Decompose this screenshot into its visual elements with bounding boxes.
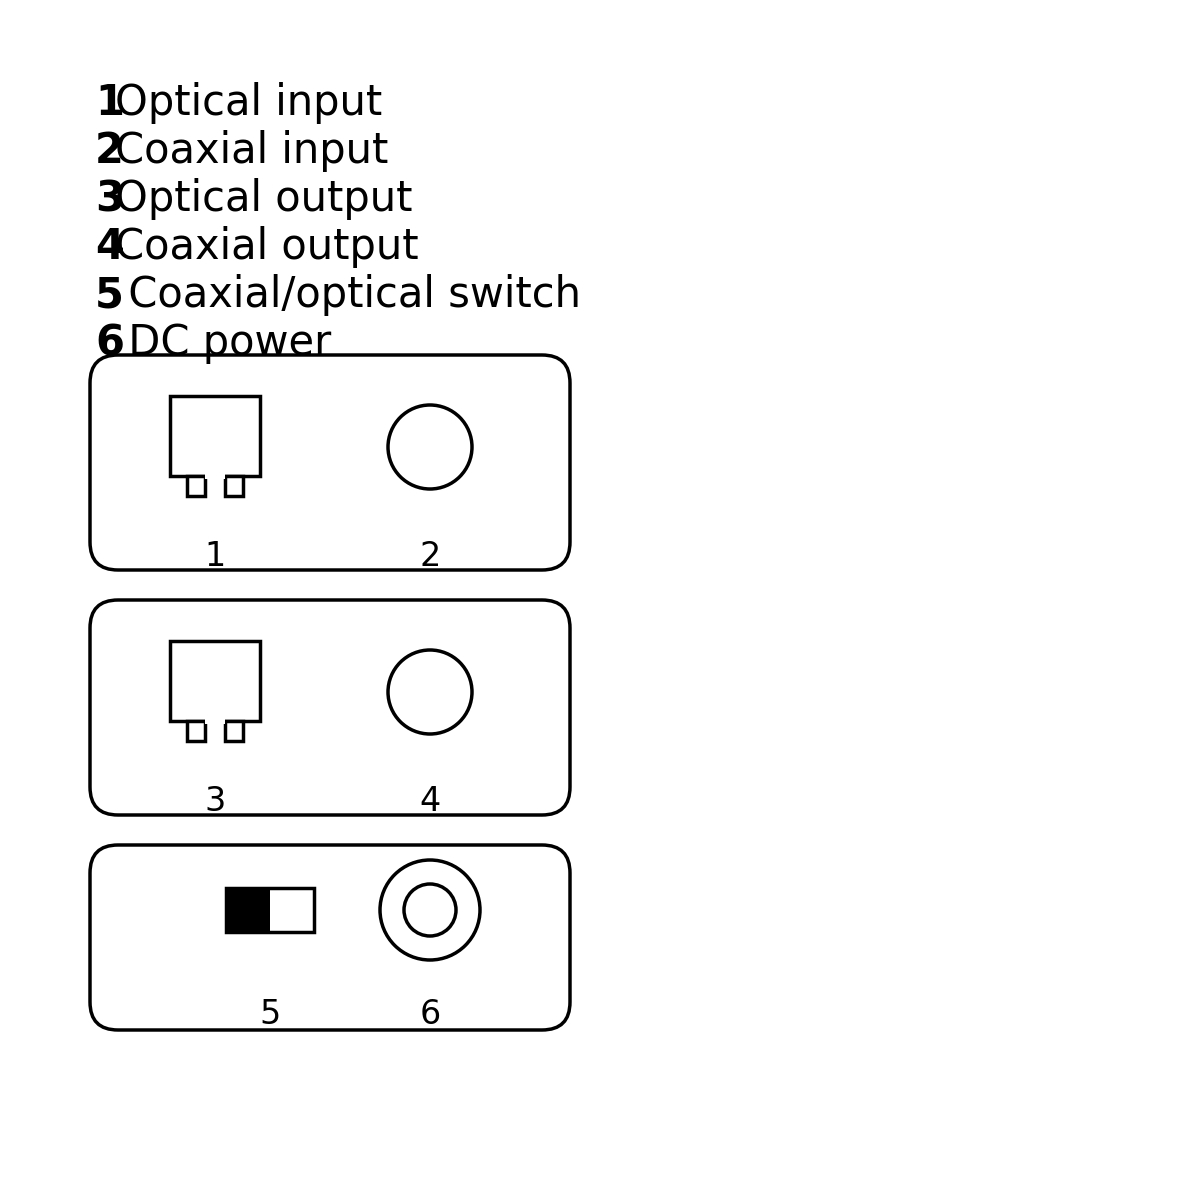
Text: Coaxial output: Coaxial output [115, 226, 419, 268]
Bar [170, 641, 260, 721]
Circle shape [388, 650, 472, 734]
Text: DC power: DC power [115, 322, 331, 364]
FancyBboxPatch shape [90, 600, 570, 815]
Circle shape [404, 884, 456, 936]
Text: Coaxial/optical switch: Coaxial/optical switch [115, 274, 581, 316]
Bar [205, 474, 226, 479]
Text: Optical output: Optical output [115, 178, 413, 220]
Text: 2: 2 [95, 130, 124, 172]
Bar [170, 396, 260, 476]
Text: Optical input: Optical input [115, 82, 383, 124]
FancyBboxPatch shape [90, 355, 570, 570]
Text: Coaxial input: Coaxial input [115, 130, 389, 172]
Bar [226, 888, 314, 932]
Bar [205, 719, 226, 724]
Text: 5: 5 [95, 274, 124, 316]
Text: 4: 4 [419, 785, 440, 818]
Text: 6: 6 [95, 322, 124, 364]
Text: 2: 2 [419, 540, 440, 572]
Text: 4: 4 [95, 226, 124, 268]
Bar [226, 888, 270, 932]
Text: 6: 6 [419, 998, 440, 1031]
Bar [226, 476, 242, 496]
Text: 1: 1 [95, 82, 124, 124]
Circle shape [388, 404, 472, 490]
Text: 1: 1 [204, 540, 226, 572]
Circle shape [380, 860, 480, 960]
Bar [187, 721, 205, 740]
Text: 5: 5 [259, 998, 281, 1031]
Bar [226, 721, 242, 740]
Text: 3: 3 [95, 178, 124, 220]
Bar [187, 476, 205, 496]
Text: 3: 3 [204, 785, 226, 818]
FancyBboxPatch shape [90, 845, 570, 1030]
